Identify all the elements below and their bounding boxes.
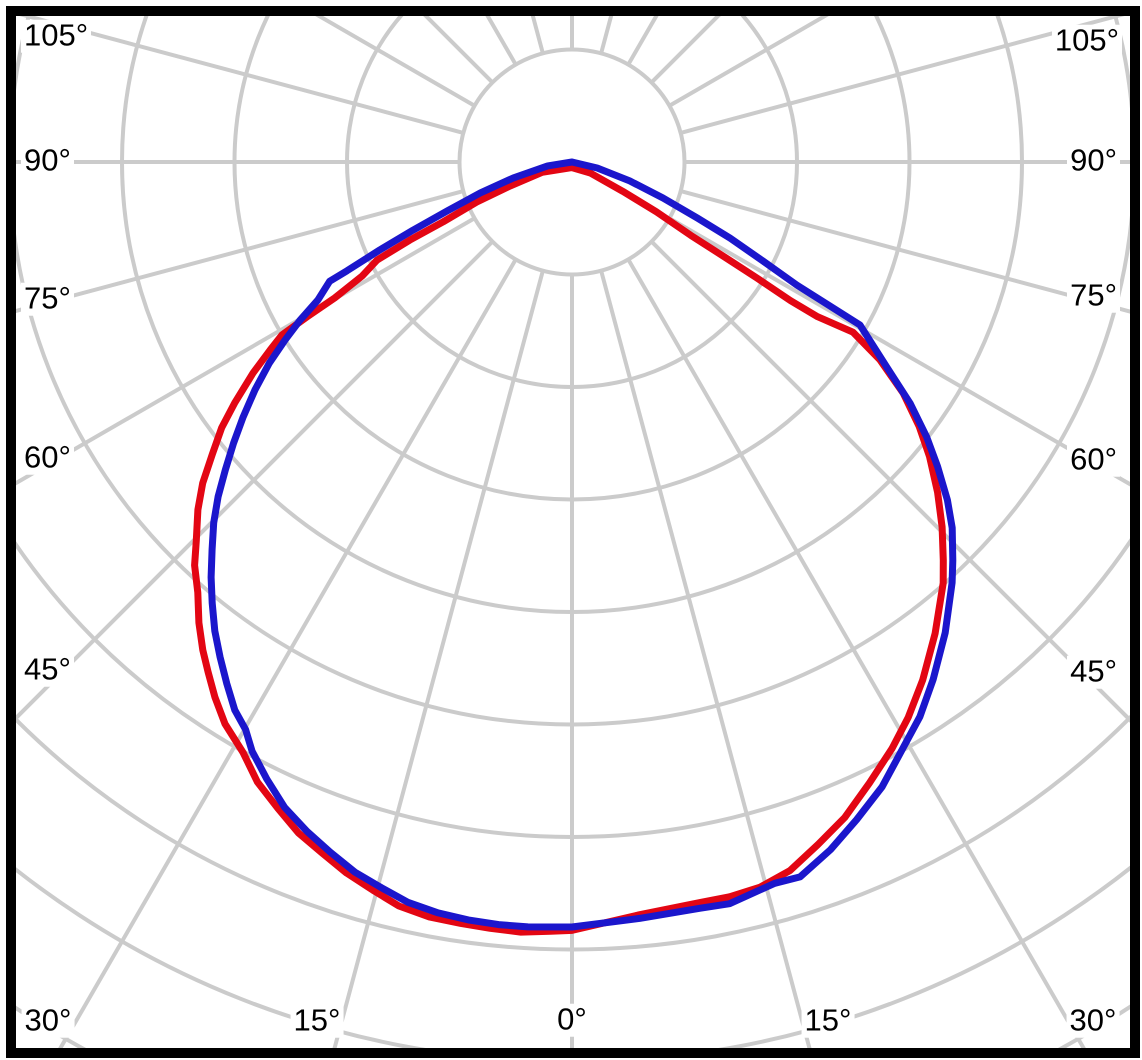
grid-spoke <box>668 16 829 108</box>
grid-spoke <box>680 16 1125 135</box>
grid-spoke <box>16 189 464 314</box>
angle-label-bottom-30-left: 30° <box>21 1004 75 1038</box>
blue-curve <box>207 158 957 931</box>
angle-label-right-75: 75° <box>1067 279 1120 313</box>
grid-spoke <box>19 16 464 135</box>
angle-label-left-75: 75° <box>21 282 74 316</box>
red-curve <box>191 164 947 936</box>
angle-label-right-105: 105° <box>1051 24 1122 58</box>
grid-spoke <box>626 258 1086 1048</box>
angle-label-left-45: 45° <box>21 653 74 687</box>
grid-spoke <box>599 270 812 1048</box>
grid-spoke <box>58 258 518 1048</box>
angle-label-right-60: 60° <box>1067 443 1120 477</box>
angle-label-bottom-30-right: 30° <box>1066 1004 1120 1038</box>
grid-spoke <box>332 270 545 1048</box>
angle-label-bottom-15-left: 15° <box>290 1004 344 1038</box>
grid-spoke <box>680 189 1130 314</box>
grid-spoke <box>650 240 1130 723</box>
angle-label-bottom-0: 0° <box>554 1003 590 1037</box>
angle-label-left-90: 90° <box>21 144 74 178</box>
grid-spoke <box>16 240 494 721</box>
angle-label-right-90: 90° <box>1067 144 1120 178</box>
grid-spoke <box>315 16 476 108</box>
angle-label-right-45: 45° <box>1067 655 1120 689</box>
angle-label-left-60: 60° <box>21 441 74 475</box>
angle-label-left-105: 105° <box>21 19 92 53</box>
angle-label-bottom-15-right: 15° <box>801 1004 855 1038</box>
chart-frame <box>6 6 1140 1058</box>
grid-spoke <box>668 216 1130 487</box>
